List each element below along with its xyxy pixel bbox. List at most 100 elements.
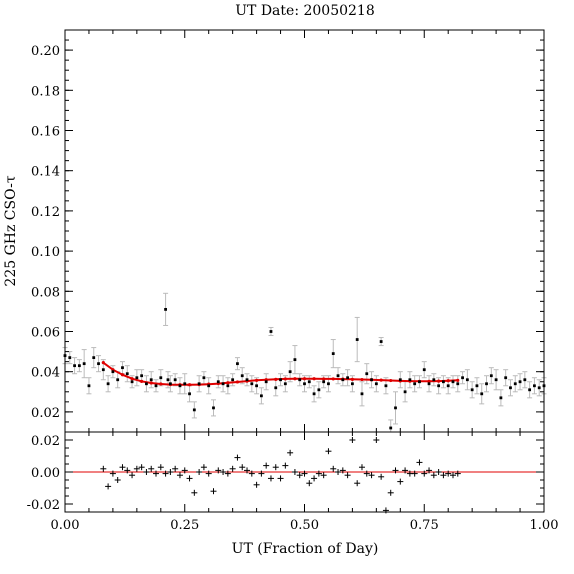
residual-marker — [296, 472, 303, 479]
fit-point — [293, 377, 297, 381]
fit-point — [302, 377, 307, 381]
residual-marker — [411, 470, 418, 477]
residual-marker — [133, 465, 140, 472]
res-y-tick-label: -0.02 — [27, 498, 60, 513]
x-tick-label: 0.75 — [410, 518, 439, 533]
residual-marker — [162, 470, 169, 477]
residual-marker — [277, 475, 284, 482]
main-x-axis — [64, 30, 545, 432]
data-point — [173, 378, 177, 382]
data-point — [197, 382, 201, 386]
data-point — [87, 384, 91, 388]
data-point — [351, 382, 354, 386]
residual-marker — [109, 470, 116, 477]
fit-point — [456, 378, 460, 382]
fit-point — [187, 383, 192, 387]
residual-marker — [205, 470, 212, 477]
data-point — [389, 426, 393, 430]
fit-point — [255, 378, 259, 382]
data-point — [504, 376, 508, 380]
residual-marker — [315, 470, 322, 477]
fit-point — [389, 378, 393, 383]
data-point — [192, 408, 196, 412]
fit-point — [149, 381, 153, 385]
data-point — [370, 378, 373, 382]
residual-marker — [210, 488, 217, 495]
data-point — [422, 368, 426, 372]
data-point — [101, 368, 105, 372]
residual-marker — [229, 465, 236, 472]
main-data-points — [63, 307, 546, 430]
fit-point — [140, 379, 144, 383]
residual-marker — [200, 464, 207, 471]
residual-marker — [282, 462, 289, 469]
residual-panel: -0.02 0.00 0.02 0.00 0.25 0.50 0.75 1.00 UT (F… — [27, 431, 558, 557]
data-point — [523, 378, 527, 382]
data-point — [442, 380, 445, 384]
residual-marker — [267, 475, 274, 482]
fit-point — [120, 373, 125, 377]
fit-point — [437, 379, 441, 383]
residual-marker — [454, 470, 461, 477]
data-point — [140, 374, 144, 378]
data-point — [413, 382, 417, 386]
residual-marker — [157, 464, 164, 471]
data-point — [236, 362, 239, 366]
data-point — [374, 382, 378, 386]
residual-marker — [176, 472, 183, 479]
data-point — [341, 378, 345, 382]
residual-marker — [100, 465, 107, 472]
res-y-tick-label: 0.02 — [31, 434, 60, 449]
fit-point — [274, 377, 278, 381]
data-point — [121, 366, 124, 370]
residual-marker — [167, 469, 174, 475]
data-point — [116, 378, 120, 382]
data-point — [274, 386, 278, 390]
residual-marker — [363, 470, 370, 477]
residual-marker — [248, 470, 255, 477]
residual-marker — [421, 470, 428, 477]
data-point — [255, 384, 258, 388]
main-y-axis: 0.02 0.04 0.06 0.08 0.10 0.12 0.14 0.16 0.18 0.20 — [31, 29, 544, 433]
residual-marker — [291, 469, 298, 475]
residual-marker — [344, 472, 351, 479]
data-point — [528, 388, 532, 392]
data-point — [202, 376, 206, 380]
data-point — [489, 374, 493, 378]
residual-marker — [430, 472, 437, 479]
data-point — [403, 390, 407, 394]
data-point — [264, 380, 268, 384]
residual-marker — [349, 437, 356, 443]
data-point — [166, 378, 170, 382]
data-point — [513, 382, 517, 386]
data-point — [125, 372, 129, 376]
data-point — [183, 382, 187, 386]
main-panel: 0.02 0.04 0.06 0.08 0.10 0.12 0.14 0.16 0.18 0.20… — [3, 29, 547, 433]
residual-marker — [244, 467, 251, 474]
fit-point — [322, 377, 326, 381]
y-tick-label: 0.18 — [31, 84, 60, 99]
residual-marker — [220, 469, 227, 475]
data-point — [212, 406, 215, 410]
data-point — [480, 392, 484, 396]
residual-marker — [354, 480, 361, 487]
residual-marker — [435, 469, 442, 475]
residual-marker — [138, 464, 145, 471]
residual-marker — [392, 467, 399, 474]
data-point — [427, 382, 431, 386]
chart-title: UT Date: 20050218 — [235, 3, 375, 19]
data-point — [437, 384, 441, 388]
data-point — [518, 380, 522, 384]
data-point — [336, 374, 340, 378]
data-point — [97, 362, 100, 366]
data-point — [322, 380, 326, 384]
residual-marker — [378, 473, 385, 480]
residual-marker — [445, 470, 452, 477]
residual-points — [100, 437, 461, 514]
data-point — [216, 380, 220, 384]
data-point — [82, 362, 86, 366]
data-point — [465, 378, 469, 382]
residual-marker — [153, 470, 160, 477]
y-tick-label: 0.02 — [31, 406, 60, 421]
x-tick-label: 0.25 — [170, 518, 199, 533]
